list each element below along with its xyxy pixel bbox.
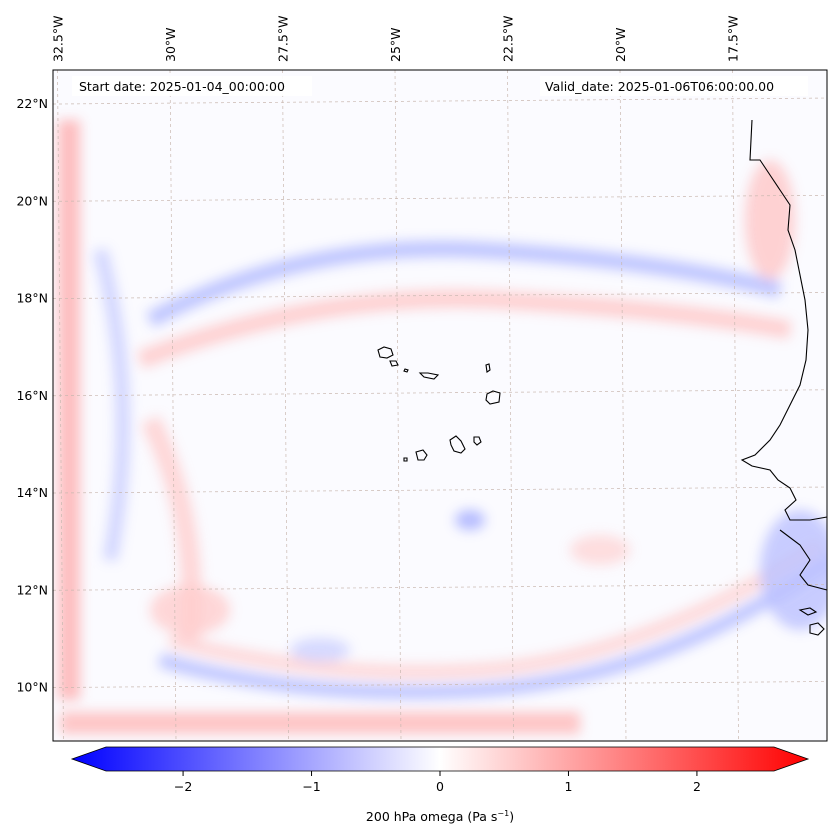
longitude-label: 25°W — [388, 27, 403, 62]
latitude-label: 12°N — [16, 582, 48, 597]
colorbar-tick-label: −1 — [302, 779, 320, 794]
colorbar-tick-label: 2 — [693, 779, 701, 794]
colorbar-gradient — [70, 746, 810, 772]
longitude-label: 27.5°W — [276, 16, 291, 62]
meridian-line — [394, 70, 402, 741]
meridian-line — [619, 70, 627, 741]
meridian-line — [169, 70, 177, 741]
longitude-label: 30°W — [163, 27, 178, 62]
latitude-label: 10°N — [16, 680, 48, 695]
colorbar-tick-label: 0 — [436, 779, 444, 794]
latitude-label: 22°N — [16, 96, 48, 111]
graticule — [53, 70, 827, 741]
longitude-labels: 32.5°W 30°W 27.5°W 25°W 22.5°W 20°W 17.5°W — [51, 16, 741, 62]
longitude-label: 17.5°W — [726, 16, 741, 62]
valid-date-label: Valid_date: 2025-01-06T06:00:00.00 — [545, 79, 774, 94]
latitude-label: 18°N — [16, 291, 48, 306]
longitude-label: 32.5°W — [51, 16, 66, 62]
meridian-line — [282, 70, 289, 741]
colorbar-label: 200 hPa omega (Pa s−1) — [366, 809, 514, 824]
coastlines — [377, 119, 828, 636]
latitude-label: 16°N — [16, 388, 48, 403]
colorbar-tick-label: 1 — [564, 779, 572, 794]
colorbar-tick-label: −2 — [174, 779, 192, 794]
latitude-label: 14°N — [16, 485, 48, 500]
colorbar: −2 −1 0 1 2 200 hPa omega (Pa s−1) — [70, 746, 810, 824]
longitude-label: 20°W — [613, 27, 628, 62]
meridian-line — [732, 70, 739, 741]
latitude-label: 20°N — [16, 193, 48, 208]
start-date-label: Start date: 2025-01-04_00:00:00 — [79, 79, 285, 94]
map-frame — [52, 69, 828, 742]
latitude-labels: 22°N 20°N 18°N 16°N 14°N 12°N 10°N — [16, 96, 48, 694]
meridian-line — [507, 70, 514, 741]
colorbar-ticks: −2 −1 0 1 2 — [174, 771, 701, 794]
longitude-label: 22.5°W — [501, 16, 516, 62]
meridian-line — [57, 70, 64, 741]
valid-date-box — [540, 76, 808, 96]
omega-field — [53, 70, 827, 741]
start-date-box — [72, 76, 312, 96]
